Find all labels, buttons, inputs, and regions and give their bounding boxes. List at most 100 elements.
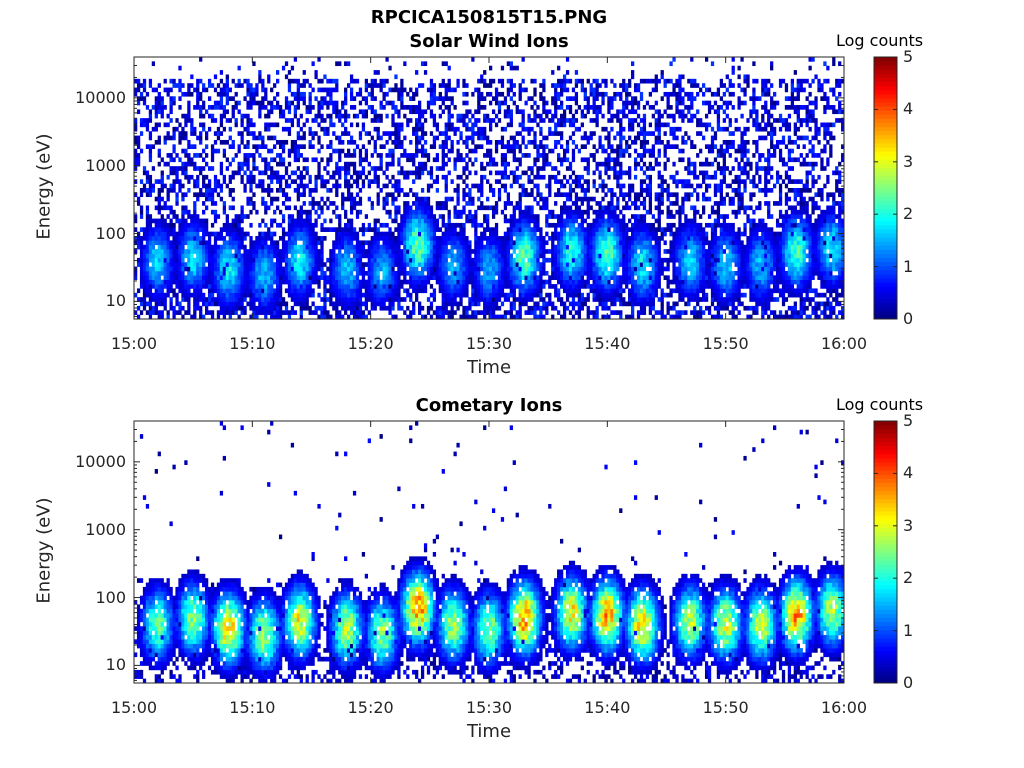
heatmap-cell [441,96,445,101]
heatmap-cell [284,253,289,259]
heatmap-cell [462,288,466,294]
heatmap-cell [562,122,567,128]
heatmap-cell [418,231,422,237]
heatmap-cell [157,192,161,198]
heatmap-cell [474,87,478,93]
heatmap-cell [136,201,141,206]
heatmap-cell [264,305,268,311]
heatmap-cell [409,297,413,302]
heatmap-cell [486,205,490,211]
heatmap-cell [290,170,295,176]
heatmap-cell [258,74,262,80]
heatmap-cell [139,301,144,307]
heatmap-cell [420,109,425,115]
heatmap-cell [412,279,416,285]
heatmap-cell [237,270,241,276]
heatmap-cell [426,100,431,106]
heatmap-cell [270,222,274,228]
heatmap-cell [391,105,395,110]
heatmap-cell [261,139,265,145]
heatmap-cell [382,292,386,298]
heatmap-cell [219,96,224,101]
heatmap-cell [409,257,413,263]
heatmap-cell [382,275,386,280]
heatmap-cell [255,310,259,315]
heatmap-cell [199,170,203,176]
heatmap-cell [450,87,454,93]
heatmap-cell [426,253,431,259]
heatmap-cell [305,227,309,232]
heatmap-cell [471,270,475,276]
heatmap-cell [355,240,360,246]
heatmap-cell [480,231,484,237]
heatmap-cell [438,144,442,149]
heatmap-cell [293,244,298,250]
heatmap-cell [432,231,437,237]
heatmap-cell [293,279,298,285]
heatmap-cell [468,214,472,219]
heatmap-cell [287,214,292,219]
heatmap-cell [270,244,274,250]
heatmap-cell [441,109,445,115]
heatmap-cell [293,266,298,272]
heatmap-cell [468,126,472,132]
heatmap-cell [190,222,194,228]
heatmap-cell [205,297,209,302]
heatmap-cell [193,288,197,294]
heatmap-cell [302,236,306,241]
heatmap-cell [267,126,271,132]
heatmap-cell [329,257,333,263]
heatmap-cell [329,301,333,307]
heatmap-cell [181,288,185,294]
heatmap-cell [299,262,303,267]
heatmap-cell [193,144,197,149]
heatmap-cell [379,87,383,93]
heatmap-cell [379,244,383,250]
heatmap-cell [400,279,404,285]
heatmap-cell [136,196,141,202]
heatmap-cell [293,297,298,302]
heatmap-cell [497,105,502,110]
heatmap-cell [134,218,138,224]
heatmap-cell [545,218,549,224]
heatmap-cell [184,249,188,254]
heatmap-cell [160,109,164,115]
heatmap-cell [403,218,407,224]
heatmap-cell [370,78,374,84]
heatmap-cell [426,222,431,228]
heatmap-cell [533,174,537,180]
heatmap-cell [281,240,286,246]
heatmap-cell [216,214,221,219]
heatmap-cell [246,201,250,206]
heatmap-cell [219,244,224,250]
heatmap-cell [276,314,280,320]
heatmap-cell [557,78,561,84]
heatmap-cell [412,240,416,246]
heatmap-cell [237,214,241,219]
heatmap-cell [270,240,274,246]
heatmap-cell [148,297,153,302]
heatmap-cell [388,270,392,276]
heatmap-cell [491,78,496,84]
heatmap-cell [205,218,209,224]
heatmap-cell [255,262,259,267]
heatmap-cell [190,244,194,250]
heatmap-cell [205,244,209,250]
heatmap-cell [539,275,543,280]
heatmap-cell [258,222,262,228]
heatmap-cell [290,148,295,154]
heatmap-cell [447,157,451,163]
heatmap-cell [166,240,170,246]
heatmap-cell [308,201,312,206]
heatmap-cell [512,266,516,272]
heatmap-cell [166,292,170,298]
heatmap-cell [213,87,218,93]
heatmap-cell [483,249,487,254]
heatmap-cell [178,275,182,280]
heatmap-cell [193,87,197,93]
heatmap-cell [491,231,496,237]
heatmap-cell [308,105,312,110]
heatmap-cell [154,109,158,115]
heatmap-cell [276,253,280,259]
heatmap-cell [379,253,383,259]
